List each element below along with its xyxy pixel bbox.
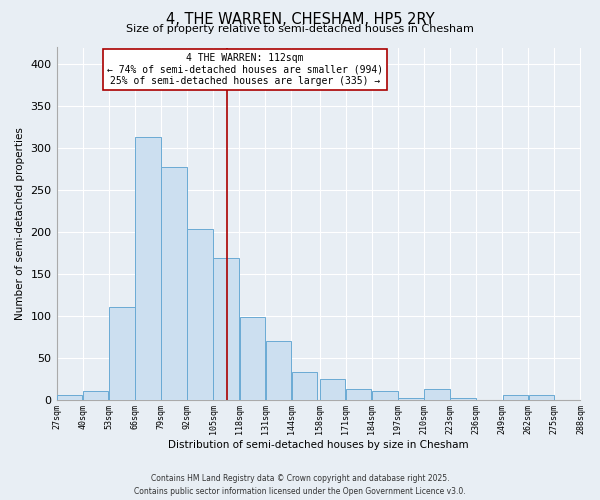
Bar [239,318,265,400]
Text: Contains HM Land Registry data © Crown copyright and database right 2025.
Contai: Contains HM Land Registry data © Crown c… [134,474,466,496]
Bar [214,258,239,400]
Bar [109,308,134,400]
Bar [372,391,398,400]
Bar [161,168,187,400]
Bar [292,372,317,400]
Bar [398,398,424,400]
Bar [187,228,213,400]
Bar [503,396,528,400]
Text: 4 THE WARREN: 112sqm
← 74% of semi-detached houses are smaller (994)
25% of semi: 4 THE WARREN: 112sqm ← 74% of semi-detac… [107,53,383,86]
Bar [320,378,346,400]
Text: Size of property relative to semi-detached houses in Chesham: Size of property relative to semi-detach… [126,24,474,34]
Bar [135,137,161,400]
X-axis label: Distribution of semi-detached houses by size in Chesham: Distribution of semi-detached houses by … [168,440,469,450]
Bar [424,388,450,400]
Bar [57,396,82,400]
Y-axis label: Number of semi-detached properties: Number of semi-detached properties [15,127,25,320]
Bar [83,391,109,400]
Bar [451,398,476,400]
Bar [346,388,371,400]
Bar [529,396,554,400]
Bar [266,341,291,400]
Text: 4, THE WARREN, CHESHAM, HP5 2RY: 4, THE WARREN, CHESHAM, HP5 2RY [166,12,434,28]
